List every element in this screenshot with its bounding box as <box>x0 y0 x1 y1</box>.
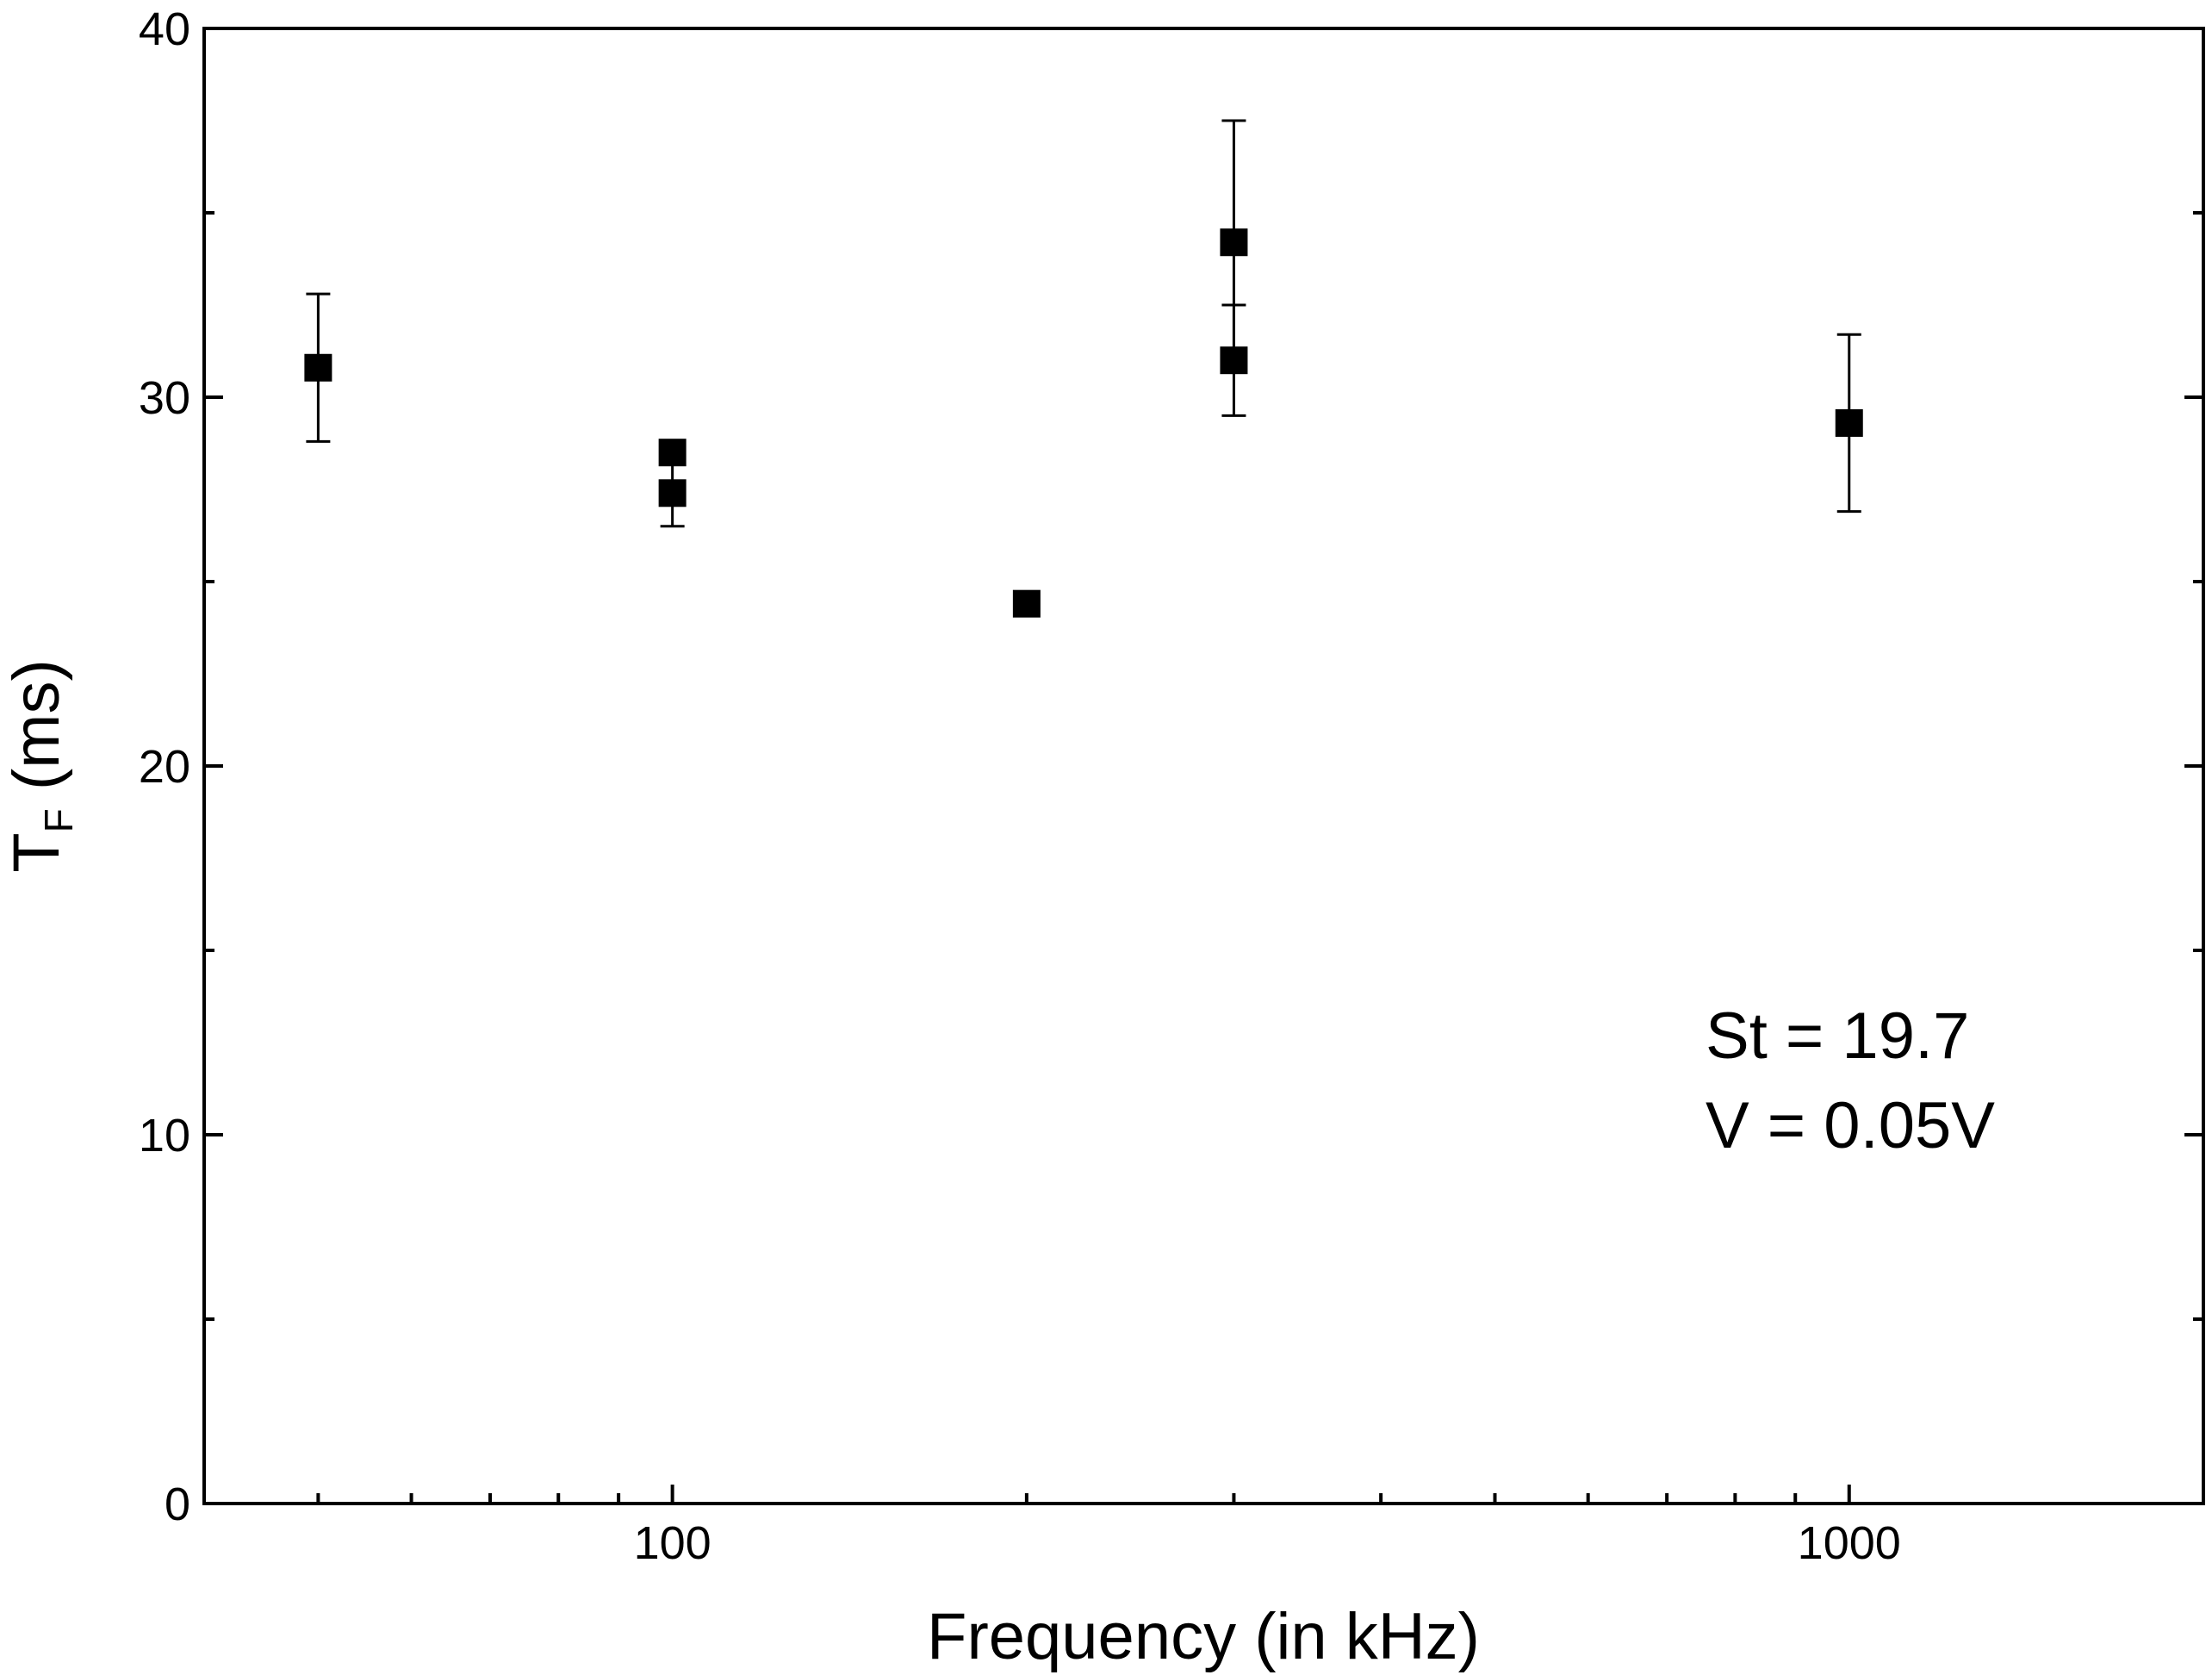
data-point <box>1012 589 1041 618</box>
y-axis-title-unit: (ms) <box>0 659 73 808</box>
y-tick-label: 30 <box>139 372 190 424</box>
data-point <box>304 353 332 382</box>
axis-tick-labels: 0 10 20 30 40 100 1000 <box>139 3 1901 1569</box>
plot-frame <box>202 27 2205 1505</box>
svg-text:TF (ms): TF (ms) <box>0 659 81 873</box>
x-tick-label: 1000 <box>1798 1517 1901 1569</box>
data-point <box>1835 408 1863 437</box>
y-tick-label: 40 <box>139 3 190 55</box>
y-axis-title-main: T <box>0 832 73 872</box>
annotation-st: St = 19.7 <box>1706 999 1969 1073</box>
data-point <box>1220 228 1248 257</box>
y-tick-label: 20 <box>139 741 190 793</box>
data-point <box>658 479 687 507</box>
y-axis-title-subscript: F <box>36 808 81 832</box>
y-axis-title: TF (ms) <box>0 659 81 873</box>
data-markers <box>304 228 1863 618</box>
y-tick-label: 0 <box>165 1479 190 1530</box>
axis-ticks <box>204 27 2203 1505</box>
x-axis-title: Frequency (in kHz) <box>927 1600 1480 1673</box>
error-bars <box>306 119 1861 609</box>
x-tick-label: 100 <box>634 1517 711 1569</box>
y-tick-label: 10 <box>139 1110 190 1161</box>
data-point <box>1220 346 1248 375</box>
data-point <box>658 439 687 467</box>
annotation-voltage: V = 0.05V <box>1706 1089 1995 1162</box>
